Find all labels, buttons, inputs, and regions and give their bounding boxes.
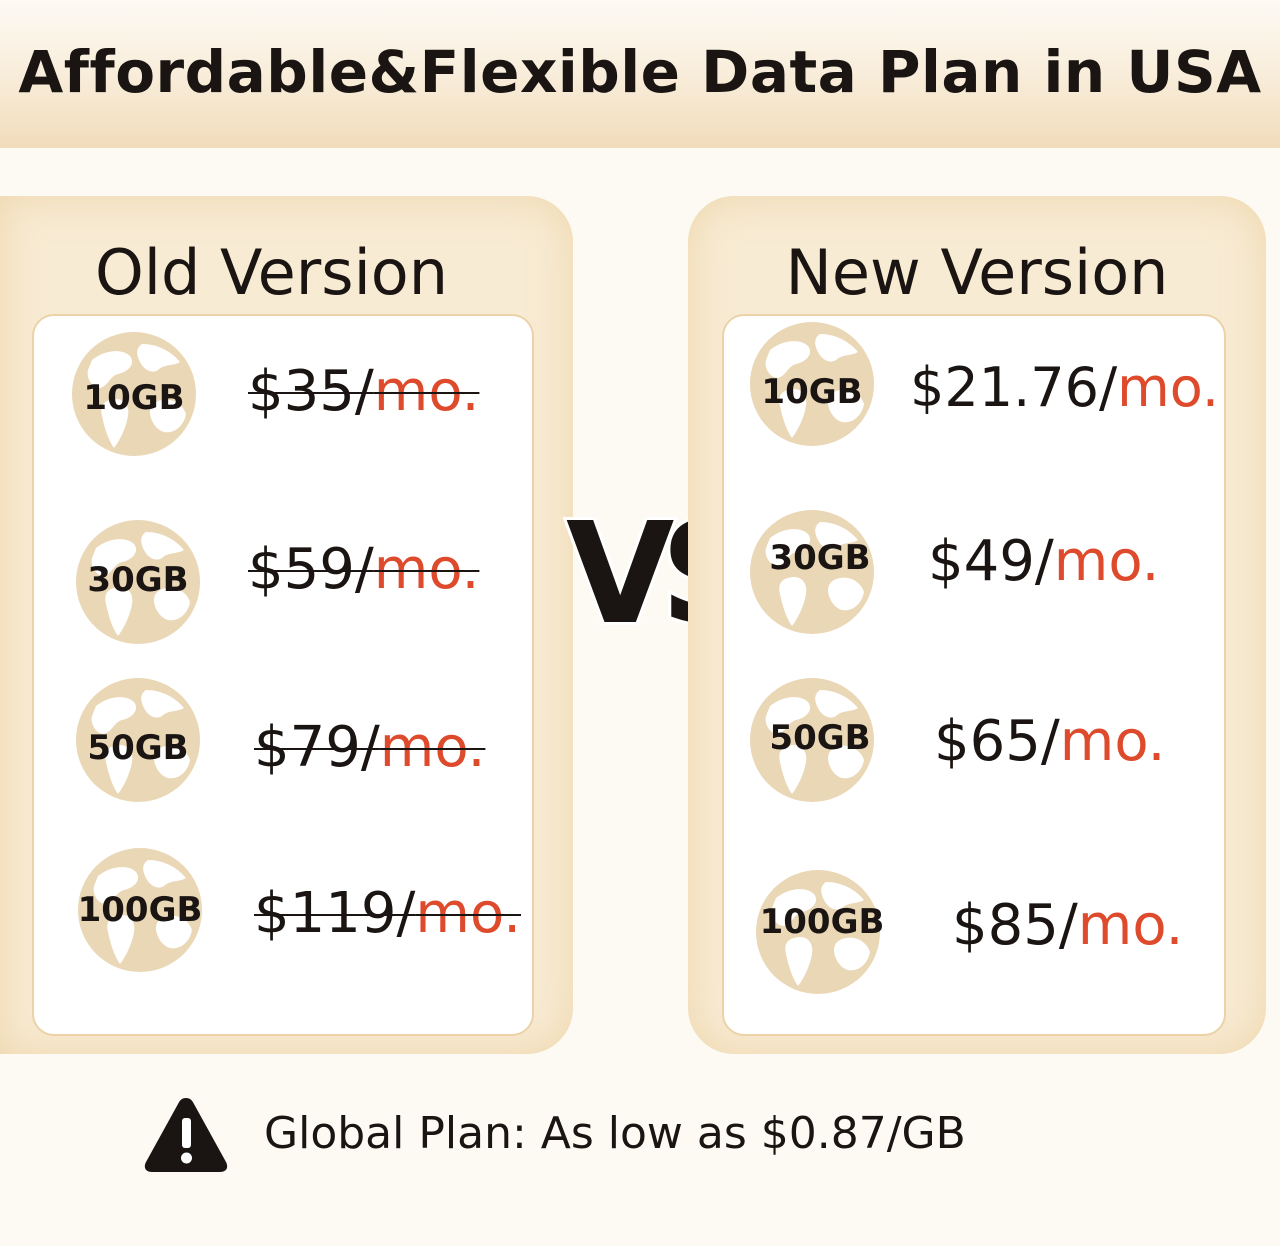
page-title: Affordable&Flexible Data Plan in USA: [18, 38, 1262, 106]
old-plan-row: 50GB $79/mo.: [34, 676, 532, 806]
old-plan-list: 10GB $35/mo. 30GB $59/mo. 50GB $79/mo. 1…: [32, 314, 534, 1036]
title-banner: Affordable&Flexible Data Plan in USA: [0, 0, 1280, 148]
new-plan-row: 30GB $49/mo.: [724, 508, 1224, 638]
plan-data-amount: 30GB: [769, 538, 871, 578]
global-plan-note: Global Plan: As low as $0.87/GB: [264, 1108, 966, 1159]
old-plan-price: $79/mo.: [254, 715, 486, 780]
warning-icon: [142, 1094, 230, 1176]
new-plan-price: $21.76/mo.: [910, 356, 1219, 419]
plan-data-amount: 100GB: [77, 890, 203, 930]
new-plan-price: $65/mo.: [934, 709, 1166, 774]
plan-data-amount: 10GB: [761, 372, 863, 412]
plan-data-amount: 50GB: [769, 718, 871, 758]
old-plan-row: 100GB $119/mo.: [34, 846, 532, 976]
plan-data-amount: 50GB: [87, 728, 189, 768]
old-version-title: Old Version: [94, 236, 449, 309]
plan-data-amount: 100GB: [759, 902, 885, 942]
plan-data-amount: 30GB: [87, 560, 189, 600]
new-plan-row: 50GB $65/mo.: [724, 676, 1224, 806]
new-plan-price: $49/mo.: [928, 529, 1160, 594]
old-plan-price: $35/mo.: [248, 359, 480, 424]
old-version-panel: Old Version 10GB $35/mo. 30GB $59/mo. 50…: [0, 196, 573, 1054]
new-plan-row: 100GB $85/mo.: [724, 868, 1224, 998]
new-version-title: New Version: [785, 236, 1169, 309]
new-plan-row: 10GB $21.76/mo.: [724, 320, 1224, 450]
plan-data-amount: 10GB: [83, 378, 185, 418]
new-version-panel: New Version 10GB $21.76/mo. 30GB $49/mo.…: [688, 196, 1266, 1054]
old-plan-price: $59/mo.: [248, 537, 480, 602]
new-plan-list: 10GB $21.76/mo. 30GB $49/mo. 50GB $65/mo…: [722, 314, 1226, 1036]
new-plan-price: $85/mo.: [952, 893, 1184, 958]
old-plan-row: 30GB $59/mo.: [34, 518, 532, 648]
old-plan-row: 10GB $35/mo.: [34, 330, 532, 460]
old-plan-price: $119/mo.: [254, 881, 522, 946]
